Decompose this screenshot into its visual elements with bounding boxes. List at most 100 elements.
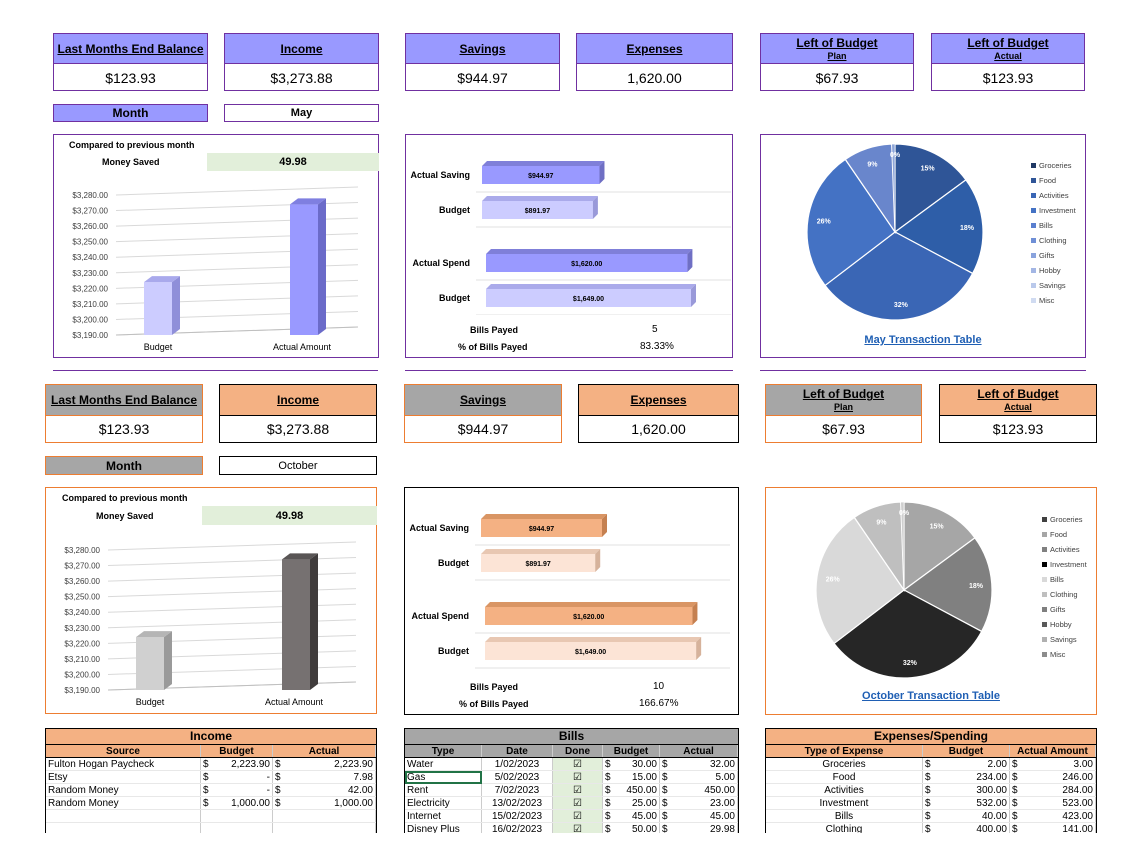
expenses-cell[interactable]: 246.00 bbox=[1022, 770, 1096, 784]
expenses-cell[interactable]: $ bbox=[922, 770, 935, 784]
table-row[interactable]: Internet 15/02/2023 ☑ $45.00 $45.00 bbox=[405, 809, 738, 823]
bills-cell[interactable]: 1/02/2023 bbox=[481, 757, 553, 771]
bills-cell[interactable]: 32.00 bbox=[672, 757, 738, 771]
bills-cell[interactable]: 16/02/2023 bbox=[481, 822, 553, 833]
table-row[interactable]: Water 1/02/2023 ☑ $30.00 $32.00 bbox=[405, 757, 738, 771]
empty-cell[interactable] bbox=[272, 809, 285, 823]
bills-cell[interactable]: $ bbox=[659, 822, 672, 833]
income-cell[interactable]: 42.00 bbox=[285, 783, 376, 797]
bills-cell[interactable]: ☑ bbox=[552, 783, 603, 797]
expenses-cell[interactable]: Activities bbox=[766, 783, 923, 797]
income-cell[interactable]: $ bbox=[200, 757, 213, 771]
bills-cell[interactable]: $ bbox=[602, 783, 615, 797]
bills-cell[interactable]: 15/02/2023 bbox=[481, 809, 553, 823]
bills-cell[interactable]: 25.00 bbox=[615, 796, 660, 810]
table-row[interactable]: Clothing $400.00 $141.00 bbox=[766, 822, 1096, 833]
table-row[interactable]: Etsy $ - $7.98 bbox=[46, 770, 376, 784]
expenses-cell[interactable]: 40.00 bbox=[935, 809, 1010, 823]
bills-cell[interactable]: 50.00 bbox=[615, 822, 660, 833]
may-transaction-table-link[interactable]: May Transaction Table bbox=[864, 334, 982, 346]
bills-cell[interactable]: Gas bbox=[405, 770, 482, 784]
bills-cell[interactable]: Rent bbox=[405, 783, 482, 797]
expenses-cell[interactable]: $ bbox=[922, 757, 935, 771]
expenses-cell[interactable]: 234.00 bbox=[935, 770, 1010, 784]
expenses-cell[interactable]: $ bbox=[1009, 796, 1022, 810]
bills-cell[interactable]: $ bbox=[602, 809, 615, 823]
expenses-cell[interactable]: Groceries bbox=[766, 757, 923, 771]
income-cell[interactable]: Fulton Hogan Paycheck bbox=[46, 757, 201, 771]
table-row[interactable]: Groceries $2.00 $3.00 bbox=[766, 757, 1096, 771]
bills-cell[interactable]: $ bbox=[602, 757, 615, 771]
empty-cell[interactable] bbox=[272, 822, 285, 833]
bills-cell[interactable]: 45.00 bbox=[672, 809, 738, 823]
table-row[interactable]: Activities $300.00 $284.00 bbox=[766, 783, 1096, 797]
bills-cell[interactable]: ☑ bbox=[552, 796, 603, 810]
bills-cell[interactable]: 450.00 bbox=[615, 783, 660, 797]
income-cell[interactable]: - bbox=[213, 770, 273, 784]
expenses-cell[interactable]: 141.00 bbox=[1022, 822, 1096, 833]
empty-cell[interactable] bbox=[213, 822, 273, 833]
expenses-cell[interactable]: $ bbox=[1009, 822, 1022, 833]
bills-cell[interactable]: $ bbox=[659, 770, 672, 784]
expenses-cell[interactable]: 284.00 bbox=[1022, 783, 1096, 797]
bills-cell[interactable]: Internet bbox=[405, 809, 482, 823]
bills-cell[interactable]: 45.00 bbox=[615, 809, 660, 823]
expenses-cell[interactable]: Clothing bbox=[766, 822, 923, 833]
expenses-cell[interactable]: 2.00 bbox=[935, 757, 1010, 771]
expenses-cell[interactable]: 532.00 bbox=[935, 796, 1010, 810]
may-month-select[interactable]: May bbox=[224, 104, 379, 122]
expenses-cell[interactable]: $ bbox=[1009, 809, 1022, 823]
income-cell[interactable]: $ bbox=[272, 757, 285, 771]
income-cell[interactable]: $ bbox=[272, 796, 285, 810]
bills-cell[interactable]: $ bbox=[602, 796, 615, 810]
expenses-cell[interactable]: $ bbox=[922, 822, 935, 833]
expenses-cell[interactable]: 3.00 bbox=[1022, 757, 1096, 771]
bills-cell[interactable]: 5.00 bbox=[672, 770, 738, 784]
bills-cell[interactable]: 30.00 bbox=[615, 757, 660, 771]
expenses-cell[interactable]: Investment bbox=[766, 796, 923, 810]
bills-cell[interactable]: Electricity bbox=[405, 796, 482, 810]
expenses-cell[interactable]: $ bbox=[1009, 770, 1022, 784]
income-cell[interactable]: Etsy bbox=[46, 770, 201, 784]
income-cell[interactable]: - bbox=[213, 783, 273, 797]
expenses-cell[interactable]: 423.00 bbox=[1022, 809, 1096, 823]
bills-cell[interactable]: 29.98 bbox=[672, 822, 738, 833]
october-transaction-table-link[interactable]: October Transaction Table bbox=[862, 690, 1000, 702]
bills-cell[interactable]: $ bbox=[659, 809, 672, 823]
expenses-cell[interactable]: 523.00 bbox=[1022, 796, 1096, 810]
table-row[interactable]: Rent 7/02/2023 ☑ $450.00 $450.00 bbox=[405, 783, 738, 797]
expenses-cell[interactable]: 400.00 bbox=[935, 822, 1010, 833]
income-cell[interactable]: 1,000.00 bbox=[285, 796, 376, 810]
empty-cell[interactable] bbox=[200, 809, 213, 823]
table-row[interactable]: Random Money $ - $42.00 bbox=[46, 783, 376, 797]
table-row[interactable]: Gas 5/02/2023 ☑ $15.00 $5.00 bbox=[405, 770, 738, 784]
empty-cell[interactable] bbox=[46, 809, 201, 823]
expenses-cell[interactable]: Food bbox=[766, 770, 923, 784]
bills-cell[interactable]: ☑ bbox=[552, 757, 603, 771]
bills-cell[interactable]: $ bbox=[602, 770, 615, 784]
expenses-cell[interactable]: Bills bbox=[766, 809, 923, 823]
table-row[interactable]: Investment $532.00 $523.00 bbox=[766, 796, 1096, 810]
expenses-cell[interactable]: $ bbox=[1009, 757, 1022, 771]
table-row[interactable]: Random Money $1,000.00 $1,000.00 bbox=[46, 796, 376, 810]
income-cell[interactable]: 2,223.90 bbox=[285, 757, 376, 771]
bills-cell[interactable]: 5/02/2023 bbox=[481, 770, 553, 784]
bills-cell[interactable]: ☑ bbox=[552, 809, 603, 823]
empty-cell[interactable] bbox=[200, 822, 213, 833]
bills-cell[interactable]: $ bbox=[659, 783, 672, 797]
bills-cell[interactable]: Disney Plus bbox=[405, 822, 482, 833]
empty-cell[interactable] bbox=[285, 822, 376, 833]
bills-cell[interactable]: $ bbox=[659, 796, 672, 810]
table-row[interactable]: Fulton Hogan Paycheck $2,223.90 $2,223.90 bbox=[46, 757, 376, 771]
income-cell[interactable]: 2,223.90 bbox=[213, 757, 273, 771]
income-cell[interactable]: Random Money bbox=[46, 796, 201, 810]
income-cell[interactable]: 1,000.00 bbox=[213, 796, 273, 810]
table-row[interactable]: Bills $40.00 $423.00 bbox=[766, 809, 1096, 823]
table-row[interactable]: Disney Plus 16/02/2023 ☑ $50.00 $29.98 bbox=[405, 822, 738, 833]
bills-cell[interactable]: ☑ bbox=[552, 822, 603, 833]
empty-cell[interactable] bbox=[46, 822, 201, 833]
bills-cell[interactable]: $ bbox=[602, 822, 615, 833]
income-cell[interactable]: $ bbox=[200, 783, 213, 797]
bills-cell[interactable]: $ bbox=[659, 757, 672, 771]
bills-cell[interactable]: 23.00 bbox=[672, 796, 738, 810]
